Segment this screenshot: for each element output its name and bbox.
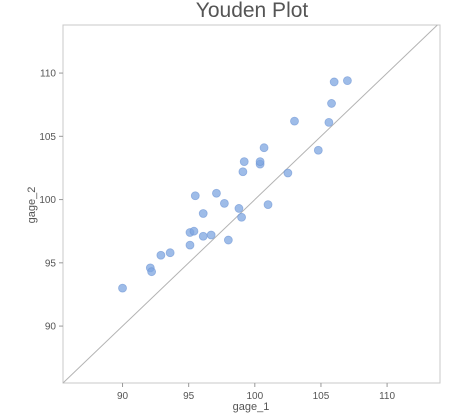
x-axis-ticks: 90 95 100 105 110 — [117, 383, 395, 402]
data-points-layer — [118, 76, 352, 293]
data-point — [238, 167, 248, 177]
data-point — [185, 240, 195, 250]
x-tick-label: 105 — [313, 391, 330, 402]
chart-title: Youden Plot — [196, 0, 309, 22]
data-point — [239, 157, 249, 167]
data-point — [313, 145, 323, 155]
y-tick-label: 110 — [40, 69, 56, 80]
y-tick-label: 105 — [39, 132, 56, 143]
data-point — [212, 188, 221, 198]
data-point — [223, 235, 233, 245]
data-point — [219, 198, 229, 208]
data-point — [324, 118, 334, 127]
y-tick-label: 100 — [39, 195, 56, 206]
identity-reference-line — [62, 24, 438, 384]
x-tick-label: 95 — [183, 391, 195, 402]
reference-line-layer — [62, 24, 438, 384]
data-point — [237, 212, 246, 222]
data-point — [189, 226, 199, 236]
x-tick-label: 110 — [379, 391, 395, 402]
data-point — [156, 250, 166, 260]
data-point — [259, 143, 269, 153]
x-tick-label: 100 — [246, 391, 263, 402]
data-point — [283, 168, 293, 178]
data-point — [206, 230, 216, 240]
data-point — [263, 200, 273, 210]
data-point — [343, 76, 352, 86]
data-point — [190, 191, 200, 201]
data-point — [327, 99, 336, 108]
x-tick-label: 90 — [117, 391, 129, 402]
data-point — [329, 77, 339, 87]
y-tick-label: 90 — [45, 322, 57, 333]
data-point — [165, 248, 175, 258]
data-point — [198, 209, 208, 218]
data-point — [147, 267, 157, 277]
x-axis-title: gage_1 — [233, 401, 270, 413]
y-tick-label: 95 — [45, 258, 57, 269]
data-point — [118, 283, 127, 293]
data-point — [198, 231, 208, 241]
data-point — [255, 157, 265, 167]
y-axis-ticks: 90 95 100 105 110 — [39, 69, 63, 333]
y-axis-title: gage_2 — [26, 187, 38, 224]
data-point — [290, 116, 299, 126]
data-point — [234, 204, 244, 213]
